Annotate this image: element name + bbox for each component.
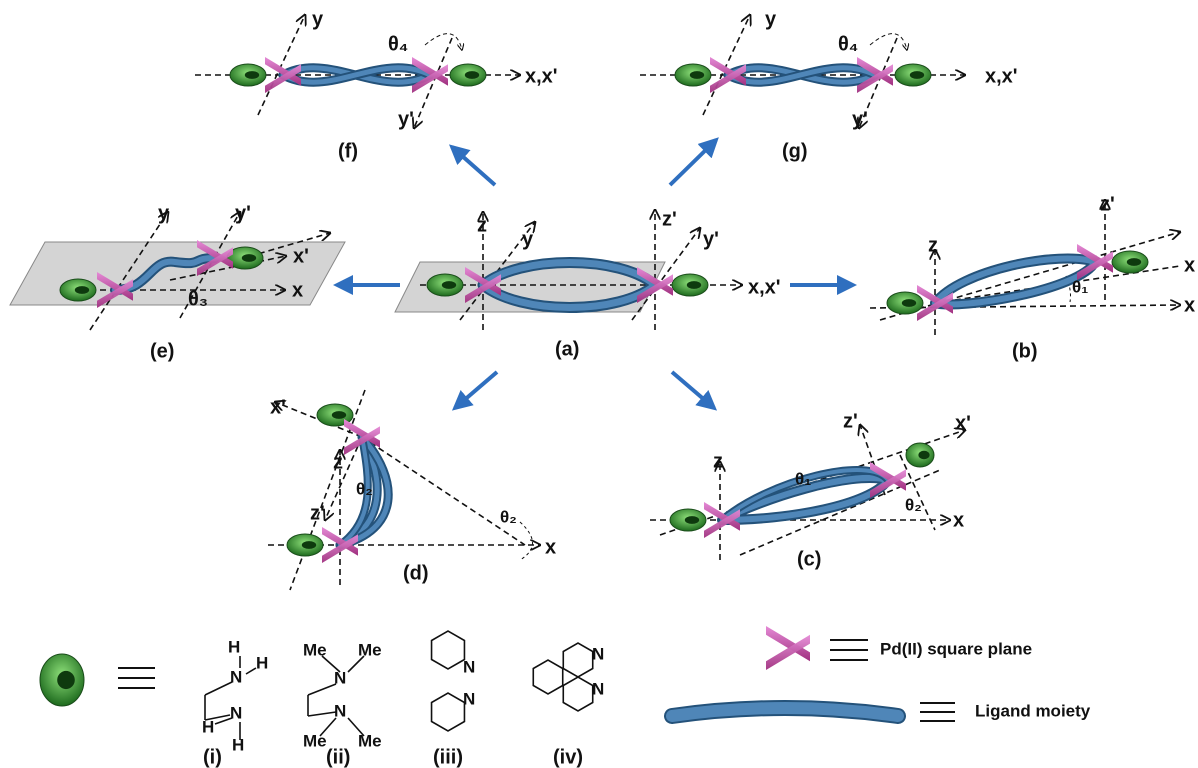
ring-hole xyxy=(690,71,704,79)
axis-label: x xyxy=(545,536,556,558)
angle-label: θ₂ xyxy=(356,479,373,498)
legend-text: Ligand moiety xyxy=(975,701,1091,720)
axis-label: x xyxy=(292,279,303,301)
ring-bond xyxy=(563,643,592,677)
panel-label: (b) xyxy=(1012,340,1038,362)
axis-label: y xyxy=(765,8,777,30)
axis-label: z' xyxy=(662,208,677,230)
ring-hole xyxy=(687,281,701,289)
arrow xyxy=(670,140,716,185)
ligand-label: (ii) xyxy=(326,746,350,768)
axis-label: y' xyxy=(852,108,868,130)
ring-hole xyxy=(57,671,75,689)
axis-label: y' xyxy=(235,202,251,224)
bond xyxy=(308,712,336,716)
ring-bond xyxy=(432,631,465,669)
ring-hole xyxy=(910,71,924,79)
bond xyxy=(205,682,232,695)
angle-label: θ₁ xyxy=(1072,277,1088,296)
axis-label: x,x' xyxy=(985,65,1018,87)
ring-hole xyxy=(332,411,346,419)
atom: N xyxy=(463,657,475,676)
angle-label: θ₁ xyxy=(795,469,811,488)
angle-arc xyxy=(520,522,533,560)
ligand-label: (i) xyxy=(203,746,222,768)
ring-hole xyxy=(442,281,456,289)
arrow xyxy=(455,372,497,408)
atom: Me xyxy=(303,640,327,659)
axis-label: y xyxy=(158,202,170,224)
panel-label: (d) xyxy=(403,562,429,584)
figure: y θ₄ y' x,x' (f) y θ₄ y' x,x' (g) y y' x… xyxy=(0,0,1198,768)
angle-label: θ₄ xyxy=(388,33,408,55)
axis-label: z xyxy=(928,234,938,256)
axis-label: z xyxy=(333,451,343,473)
axis-label: z' xyxy=(310,502,325,524)
bond xyxy=(246,668,256,674)
ring-hole xyxy=(465,71,479,79)
angle-label: θ₂ xyxy=(500,507,517,526)
atom: N xyxy=(334,668,346,687)
ring-hole xyxy=(302,541,316,549)
axis-label: z xyxy=(477,214,487,236)
ring-bond xyxy=(533,660,562,694)
panel-label: (c) xyxy=(797,548,821,570)
axis-label: y xyxy=(522,228,534,250)
axis-label: z' xyxy=(1100,193,1115,215)
atom: N xyxy=(334,701,346,720)
shapes xyxy=(10,15,1180,740)
ligand-label: (iv) xyxy=(553,746,583,768)
arrow xyxy=(672,372,714,408)
axis-label: x xyxy=(953,509,964,531)
atom: Me xyxy=(303,731,327,750)
angle-label: θ₄ xyxy=(838,33,858,55)
ring-bond xyxy=(563,677,592,711)
axis-label: x,x' xyxy=(525,65,558,87)
atom: N xyxy=(230,667,242,686)
angle-arc xyxy=(425,34,462,50)
panel-label: (g) xyxy=(782,140,808,162)
axis-label: x xyxy=(1184,294,1195,316)
panel-label: (f) xyxy=(338,140,358,162)
axis-label: x' xyxy=(955,412,971,434)
ring-hole xyxy=(902,299,916,307)
legend-text: Pd(II) square plane xyxy=(880,639,1032,658)
ring-hole xyxy=(1127,258,1141,266)
axis-label: x xyxy=(1184,254,1195,276)
atom: H xyxy=(256,653,268,672)
axis-label: y' xyxy=(703,228,719,250)
atom: N xyxy=(463,689,475,708)
atom: N xyxy=(592,644,604,663)
atom: H xyxy=(202,717,214,736)
ligand-label: (iii) xyxy=(433,746,463,768)
angle-label: θ₂ xyxy=(905,495,922,514)
ring-hole xyxy=(75,286,89,294)
angle-arc xyxy=(870,34,907,50)
axis-label: y' xyxy=(398,108,414,130)
atom: H xyxy=(232,735,244,754)
axis-label: z' xyxy=(843,410,858,432)
axis-label: z xyxy=(713,450,723,472)
axis-label: y xyxy=(312,8,324,30)
ring-hole xyxy=(242,254,256,262)
arrow xyxy=(452,147,495,185)
atom: H xyxy=(228,637,240,656)
axis-label: x,x' xyxy=(748,276,781,298)
panel-label: (a) xyxy=(555,338,579,360)
atom: Me xyxy=(358,731,382,750)
angle-label: θ₃ xyxy=(188,288,208,310)
axis-label: x' xyxy=(293,245,309,267)
bond xyxy=(308,684,336,695)
ring-hole xyxy=(685,516,699,524)
ring-hole xyxy=(245,71,259,79)
atom: Me xyxy=(358,640,382,659)
atom: N xyxy=(592,679,604,698)
axis-label: x' xyxy=(270,396,286,418)
atom: N xyxy=(230,703,242,722)
ring-bond xyxy=(432,693,465,731)
panel-label: (e) xyxy=(150,340,174,362)
ring-hole xyxy=(918,451,929,459)
